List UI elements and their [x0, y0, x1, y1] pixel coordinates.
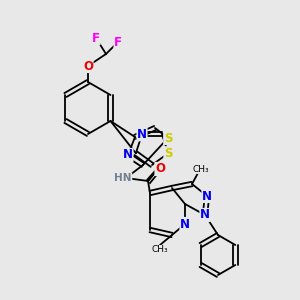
- Text: N: N: [137, 128, 147, 141]
- Text: N: N: [180, 218, 190, 230]
- Text: O: O: [155, 163, 165, 176]
- Text: N: N: [202, 190, 212, 202]
- Text: CH₃: CH₃: [152, 245, 168, 254]
- Text: F: F: [92, 32, 100, 44]
- Text: O: O: [83, 59, 93, 73]
- Text: F: F: [114, 35, 122, 49]
- Text: HN: HN: [114, 173, 132, 183]
- Text: N: N: [123, 148, 133, 161]
- Text: S: S: [164, 147, 172, 160]
- Text: N: N: [200, 208, 210, 221]
- Text: S: S: [164, 131, 172, 145]
- Text: CH₃: CH₃: [193, 164, 209, 173]
